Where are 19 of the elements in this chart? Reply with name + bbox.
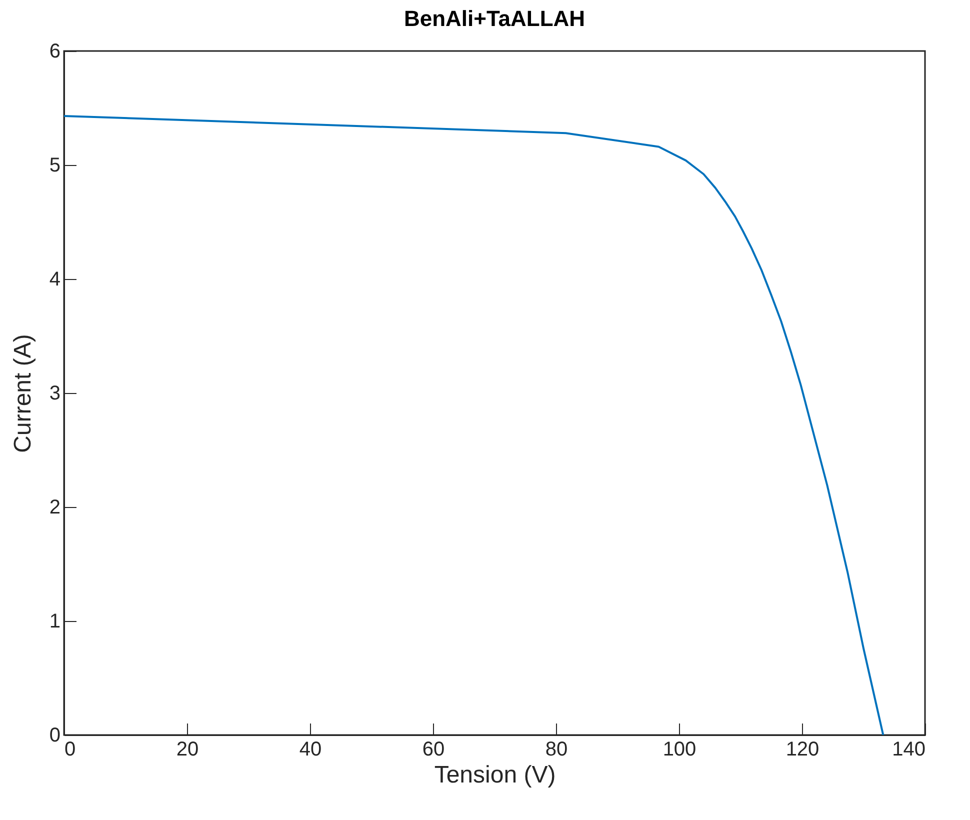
x-tick-label: 120 bbox=[786, 738, 820, 760]
y-axis-title: Current (A) bbox=[9, 334, 36, 453]
x-tick-label: 20 bbox=[176, 738, 199, 760]
x-tick-label: 100 bbox=[662, 738, 696, 760]
x-tick-label: 0 bbox=[64, 738, 76, 760]
y-tick-label: 1 bbox=[49, 610, 60, 632]
x-tick-label: 60 bbox=[422, 738, 445, 760]
x-tick-label: 140 bbox=[892, 738, 926, 760]
x-tick-label: 40 bbox=[299, 738, 322, 760]
y-tick-label: 2 bbox=[49, 496, 60, 518]
y-tick-label: 6 bbox=[49, 40, 60, 62]
chart-title: BenAli+TaALLAH bbox=[404, 6, 586, 31]
line-series bbox=[64, 114, 884, 735]
y-tick-label: 3 bbox=[49, 382, 60, 404]
x-axis-title: Tension (V) bbox=[434, 762, 556, 788]
y-tick-label: 0 bbox=[49, 724, 60, 746]
x-tick-label: 80 bbox=[545, 738, 568, 760]
y-tick-label: 5 bbox=[49, 154, 60, 176]
y-tick-label: 4 bbox=[49, 268, 60, 290]
